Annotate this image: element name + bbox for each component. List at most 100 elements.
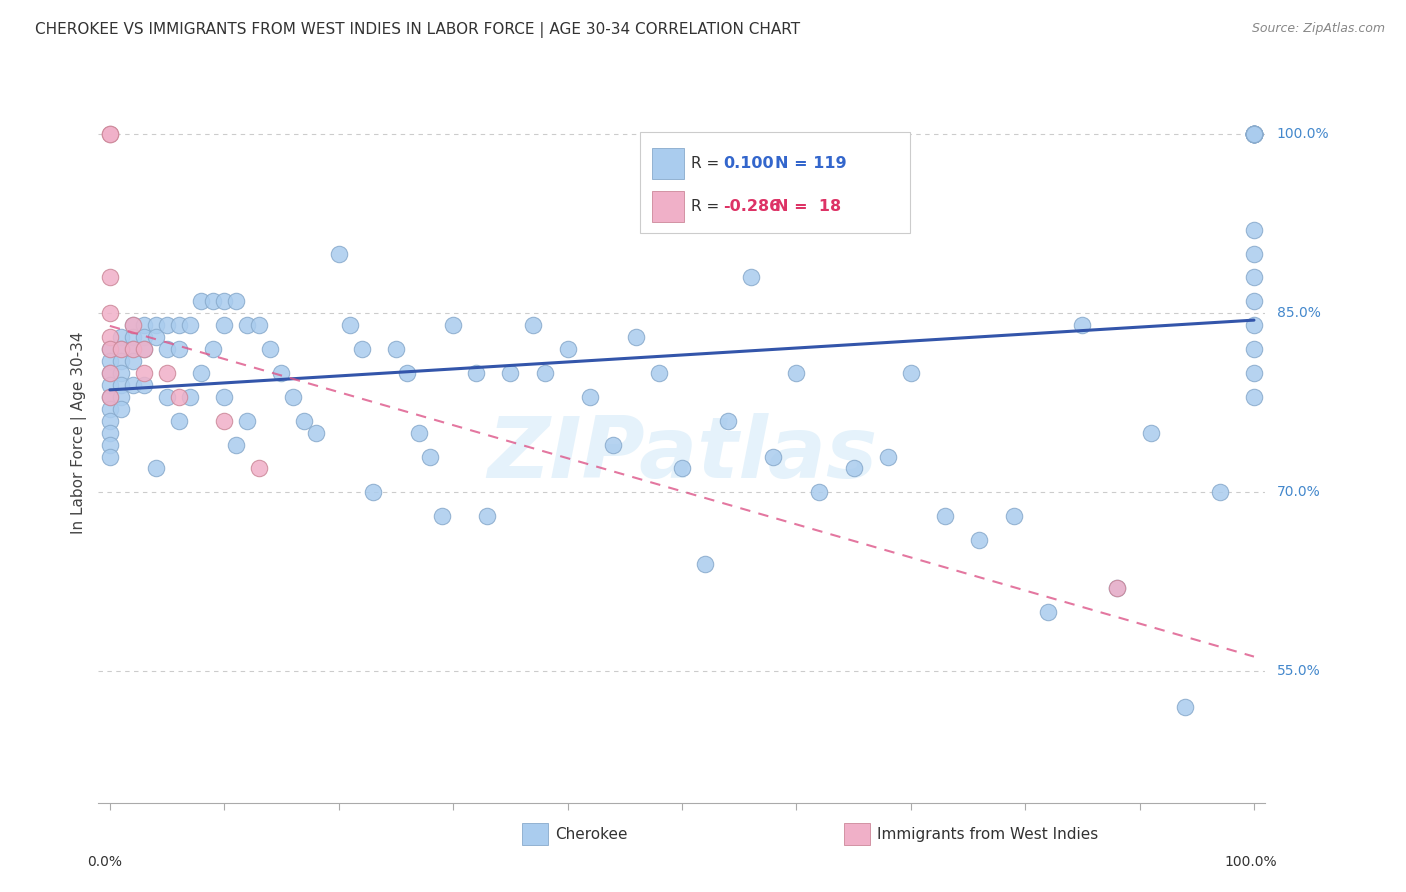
Point	[602, 437, 624, 451]
Point	[270, 366, 292, 380]
Point	[98, 342, 121, 356]
Point	[145, 330, 167, 344]
Text: N = 119: N = 119	[775, 156, 846, 171]
Point	[396, 366, 419, 380]
Point	[477, 509, 499, 524]
Point	[121, 342, 143, 356]
Text: Immigrants from West Indies: Immigrants from West Indies	[877, 827, 1098, 841]
Point	[281, 390, 304, 404]
Text: 100.0%: 100.0%	[1277, 127, 1329, 141]
Text: 70.0%: 70.0%	[1277, 485, 1320, 500]
Point	[110, 342, 132, 356]
Point	[1243, 222, 1265, 236]
Point	[1105, 581, 1128, 595]
Point	[1243, 127, 1265, 141]
Point	[201, 342, 224, 356]
Point	[156, 390, 179, 404]
Point	[1243, 127, 1265, 141]
Point	[339, 318, 361, 333]
Point	[259, 342, 281, 356]
Point	[900, 366, 922, 380]
Text: 0.0%: 0.0%	[87, 855, 122, 869]
Point	[408, 425, 430, 440]
Point	[98, 127, 121, 141]
Point	[522, 318, 544, 333]
Point	[1243, 127, 1265, 141]
Point	[740, 270, 762, 285]
Point	[385, 342, 408, 356]
Point	[1002, 509, 1025, 524]
Point	[98, 425, 121, 440]
Text: 100.0%: 100.0%	[1225, 855, 1277, 869]
Point	[762, 450, 785, 464]
Point	[419, 450, 441, 464]
Text: 0.100: 0.100	[723, 156, 773, 171]
Point	[134, 342, 156, 356]
Point	[225, 437, 247, 451]
Point	[361, 485, 384, 500]
Point	[167, 342, 190, 356]
Point	[156, 318, 179, 333]
Point	[214, 318, 236, 333]
Text: CHEROKEE VS IMMIGRANTS FROM WEST INDIES IN LABOR FORCE | AGE 30-34 CORRELATION C: CHEROKEE VS IMMIGRANTS FROM WEST INDIES …	[35, 22, 800, 38]
Point	[1243, 270, 1265, 285]
Point	[1243, 127, 1265, 141]
Point	[201, 294, 224, 309]
Point	[1243, 127, 1265, 141]
Point	[145, 318, 167, 333]
Point	[110, 366, 132, 380]
Point	[499, 366, 522, 380]
Point	[98, 354, 121, 368]
Point	[121, 318, 143, 333]
Point	[134, 366, 156, 380]
Point	[1071, 318, 1094, 333]
Text: R =: R =	[692, 156, 720, 171]
Point	[98, 127, 121, 141]
Text: 55.0%: 55.0%	[1277, 665, 1320, 679]
Point	[121, 377, 143, 392]
Point	[1174, 700, 1197, 714]
Point	[214, 390, 236, 404]
Point	[236, 318, 259, 333]
Point	[430, 509, 453, 524]
Point	[190, 294, 212, 309]
Point	[167, 390, 190, 404]
Point	[167, 318, 190, 333]
Point	[110, 330, 132, 344]
Point	[134, 318, 156, 333]
Y-axis label: In Labor Force | Age 30-34: In Labor Force | Age 30-34	[72, 331, 87, 534]
Point	[557, 342, 579, 356]
Text: N =  18: N = 18	[775, 199, 841, 214]
Point	[167, 414, 190, 428]
Point	[179, 318, 201, 333]
Point	[1243, 127, 1265, 141]
Point	[98, 306, 121, 320]
Point	[1243, 127, 1265, 141]
Point	[876, 450, 898, 464]
Point	[648, 366, 671, 380]
Point	[305, 425, 328, 440]
Point	[441, 318, 464, 333]
Point	[98, 342, 121, 356]
Point	[98, 390, 121, 404]
Point	[785, 366, 807, 380]
Point	[98, 330, 121, 344]
Point	[214, 294, 236, 309]
Point	[98, 390, 121, 404]
Point	[328, 246, 350, 260]
Point	[156, 366, 179, 380]
Point	[1243, 342, 1265, 356]
Point	[156, 342, 179, 356]
Point	[350, 342, 373, 356]
Point	[134, 342, 156, 356]
Point	[110, 354, 132, 368]
Point	[579, 390, 602, 404]
Point	[134, 377, 156, 392]
Point	[121, 330, 143, 344]
Point	[110, 390, 132, 404]
Point	[121, 354, 143, 368]
Point	[190, 366, 212, 380]
Point	[969, 533, 991, 547]
Text: Source: ZipAtlas.com: Source: ZipAtlas.com	[1251, 22, 1385, 36]
Point	[292, 414, 315, 428]
